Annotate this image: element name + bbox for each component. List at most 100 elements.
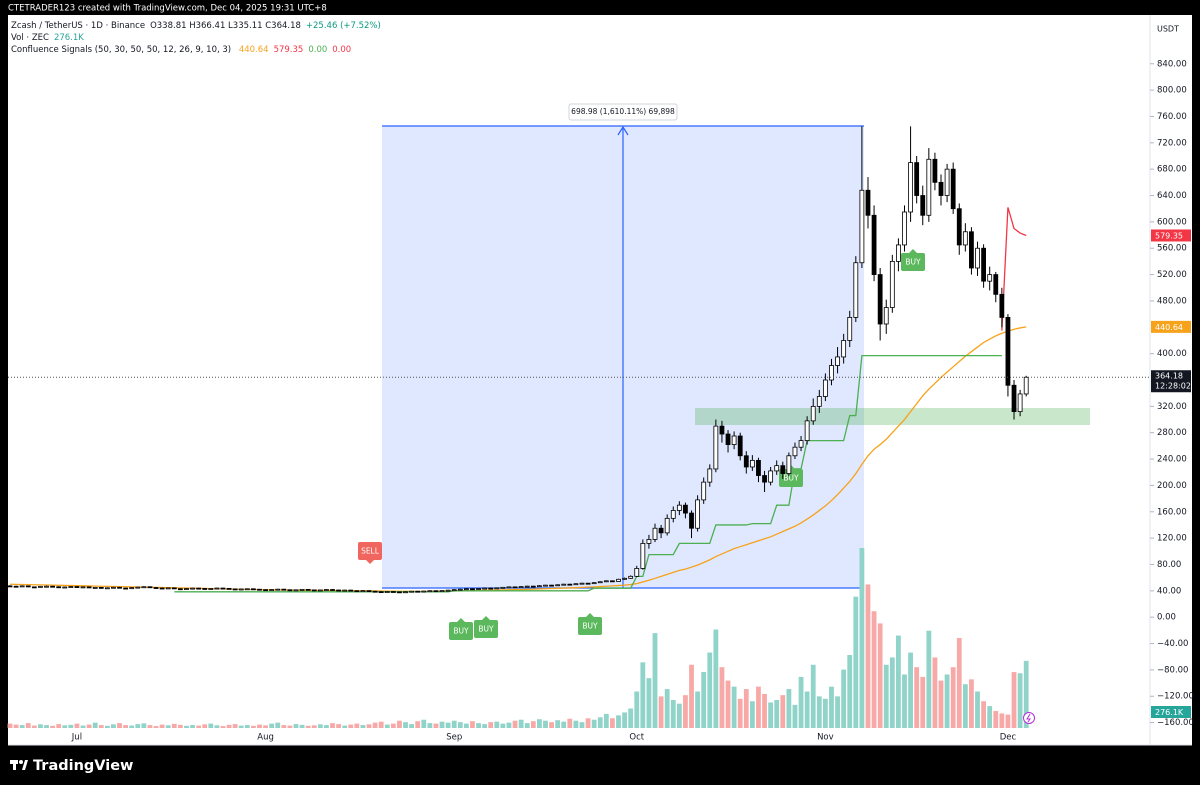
candle-body bbox=[165, 587, 171, 590]
candle-body bbox=[512, 586, 518, 589]
candle-body bbox=[226, 587, 232, 590]
candle-body bbox=[1023, 376, 1029, 395]
candle-body bbox=[500, 586, 506, 589]
volume-bar bbox=[275, 722, 281, 728]
candle-body bbox=[822, 379, 828, 397]
y-tick-label: 720.00 bbox=[1157, 138, 1187, 148]
candle-body bbox=[342, 589, 348, 592]
candle-body bbox=[853, 262, 859, 318]
volume-bar bbox=[281, 725, 287, 728]
volume-bar bbox=[50, 725, 55, 728]
candle-body bbox=[62, 586, 68, 589]
candle-body bbox=[798, 440, 804, 448]
y-tick-label: 600.00 bbox=[1157, 217, 1187, 227]
volume-bar bbox=[1005, 714, 1011, 728]
candle-body bbox=[634, 568, 640, 577]
credit: CTETRADER123 created with TradingView.co… bbox=[8, 4, 327, 14]
volume-bar bbox=[585, 718, 591, 728]
volume-bar bbox=[7, 723, 13, 728]
last-price-label: 364.18 bbox=[1155, 372, 1183, 381]
candle-body bbox=[238, 588, 244, 591]
signal-pointer bbox=[366, 560, 374, 564]
volume-bar bbox=[129, 725, 135, 728]
candle-body bbox=[31, 586, 37, 589]
candle-body bbox=[670, 510, 676, 519]
volume-bar bbox=[536, 719, 542, 728]
candle-body bbox=[877, 274, 883, 325]
indicator-readout: 0.00 bbox=[332, 45, 352, 55]
y-tick-label: 280.00 bbox=[1157, 428, 1187, 438]
volume-bar bbox=[920, 676, 926, 728]
candle-body bbox=[579, 582, 585, 585]
candle-body bbox=[786, 455, 792, 474]
volume-bar bbox=[786, 689, 792, 728]
candle-body bbox=[896, 244, 901, 262]
volume-bar bbox=[689, 664, 694, 728]
candle-body bbox=[646, 539, 652, 544]
legend-symbol-row: Zcash / TetherUS · 1D · Binance O338.81 H… bbox=[11, 20, 386, 32]
candle-body bbox=[232, 588, 238, 591]
candle-body bbox=[993, 274, 999, 295]
volume-bar bbox=[269, 723, 275, 728]
volume-bar bbox=[597, 717, 603, 728]
candle-body bbox=[250, 588, 256, 591]
y-tick-label: 200.00 bbox=[1157, 481, 1187, 491]
y-tick-label: 480.00 bbox=[1157, 296, 1187, 306]
candle-body bbox=[689, 512, 694, 529]
candle-body bbox=[117, 586, 122, 589]
volume-bar bbox=[999, 713, 1005, 728]
candle-body bbox=[354, 590, 360, 593]
candle-body bbox=[135, 586, 141, 589]
candle-body bbox=[616, 578, 621, 582]
y-tick-label: 680.00 bbox=[1157, 165, 1187, 175]
volume-bar bbox=[756, 686, 761, 728]
volume-bar bbox=[38, 724, 43, 728]
indicator-readout: 0.00 bbox=[308, 45, 328, 55]
volume-bar bbox=[962, 684, 968, 728]
candle-body bbox=[749, 459, 755, 468]
candle-body bbox=[38, 585, 43, 588]
signal-box bbox=[358, 542, 382, 560]
candle-body bbox=[518, 586, 524, 589]
volume-bar bbox=[640, 662, 646, 728]
candle-body bbox=[50, 585, 55, 588]
candle-body bbox=[159, 587, 165, 590]
y-tick-label: 120.00 bbox=[1157, 534, 1187, 544]
signal-box bbox=[578, 617, 602, 635]
candle-body bbox=[348, 589, 354, 592]
logo-slash bbox=[22, 760, 28, 770]
brand-logo: TradingView bbox=[10, 758, 133, 774]
volume-bar bbox=[877, 623, 883, 728]
volume-bar bbox=[257, 724, 262, 728]
volume-bar bbox=[969, 679, 974, 728]
volume-bar bbox=[366, 724, 372, 728]
y-tick-label: 400.00 bbox=[1157, 349, 1187, 359]
candle-body bbox=[171, 587, 177, 590]
volume-bar bbox=[835, 696, 840, 728]
alert-icon[interactable] bbox=[1023, 712, 1035, 724]
candle-body bbox=[950, 168, 956, 210]
volume-bar bbox=[853, 596, 859, 728]
candle-body bbox=[816, 396, 822, 407]
candle-body bbox=[409, 590, 415, 593]
y-tick-label: 760.00 bbox=[1157, 112, 1187, 122]
volume-bar bbox=[902, 674, 907, 728]
candle-body bbox=[969, 231, 974, 269]
candle-body bbox=[330, 589, 335, 591]
volume-bar bbox=[80, 725, 86, 728]
candle-body bbox=[1005, 317, 1011, 386]
x-tick-label: Oct bbox=[629, 733, 644, 743]
candle-body bbox=[524, 585, 530, 588]
candle-body bbox=[44, 585, 49, 588]
candle-body bbox=[847, 317, 853, 341]
candle-body bbox=[640, 542, 646, 569]
candle-body bbox=[756, 459, 761, 476]
ohlc-readout: O338.81 H366.41 L335.11 C364.18 bbox=[150, 21, 301, 31]
indicator-name: Confluence Signals (50, 30, 50, 50, 12, … bbox=[11, 45, 232, 55]
indicator-readout: 440.64 bbox=[238, 45, 269, 55]
volume-bar bbox=[975, 691, 980, 728]
volume-bar bbox=[908, 652, 913, 728]
volume-bar bbox=[914, 667, 920, 728]
candle-body bbox=[920, 195, 926, 216]
volume-bar bbox=[829, 686, 834, 728]
